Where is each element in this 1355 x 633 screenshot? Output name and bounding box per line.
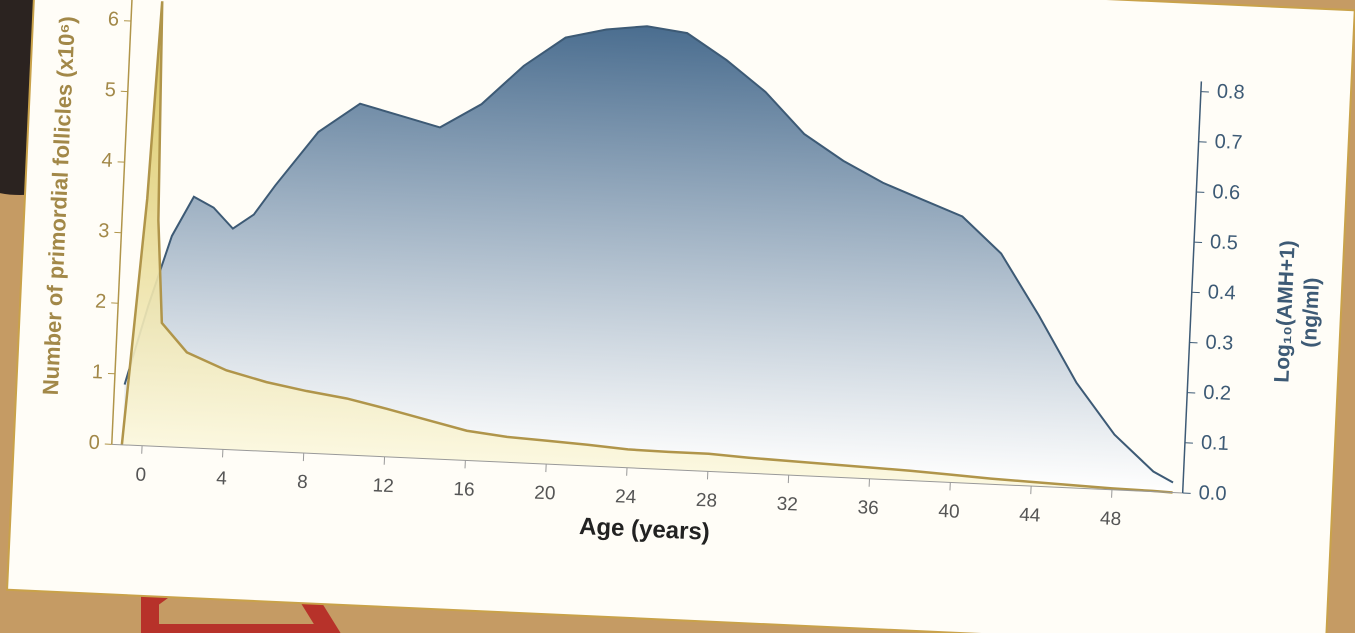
y2-tick-label: 0.7 [1214, 131, 1243, 154]
x-tick-label: 36 [857, 497, 879, 519]
y2-tick-label: 0.0 [1198, 482, 1227, 505]
y2-axis-title: (ng/ml) [1298, 277, 1324, 348]
x-tick-label: 16 [453, 479, 475, 501]
y-tick-label: 0 [88, 432, 100, 454]
x-tick-label: 28 [695, 490, 717, 512]
y2-tick-label: 0.4 [1207, 281, 1236, 304]
chart: 0481216202428323640444801234560.00.10.20… [0, 0, 1355, 633]
y2-tick-label: 0.8 [1216, 81, 1245, 104]
y2-tick-label: 0.3 [1205, 331, 1234, 354]
page: {"chart_data": { "type": "area", "x_labe… [0, 0, 1355, 633]
y2-tick-label: 0.6 [1212, 181, 1241, 204]
x-tick-label: 4 [216, 468, 228, 489]
y-tick-label: 3 [98, 220, 110, 242]
x-tick-label: 40 [938, 501, 960, 523]
x-tick-label: 24 [615, 486, 637, 508]
y-tick-label: 2 [95, 290, 107, 312]
x-tick-label: 48 [1100, 508, 1122, 530]
y2-tick-label: 0.2 [1203, 382, 1232, 405]
y2-tick-label: 0.1 [1200, 432, 1229, 455]
x-tick-label: 20 [534, 483, 556, 505]
y-tick-label: 6 [107, 8, 119, 30]
x-tick-label: 12 [372, 475, 394, 497]
y-tick-label: 5 [104, 79, 116, 101]
y-tick-label: 1 [91, 361, 103, 383]
x-tick-label: 0 [135, 464, 147, 485]
x-tick-label: 8 [297, 472, 309, 493]
x-tick-label: 32 [776, 494, 798, 516]
x-tick-label: 44 [1019, 505, 1041, 527]
y2-tick-label: 0.5 [1210, 231, 1239, 254]
y-tick-label: 4 [101, 149, 113, 171]
